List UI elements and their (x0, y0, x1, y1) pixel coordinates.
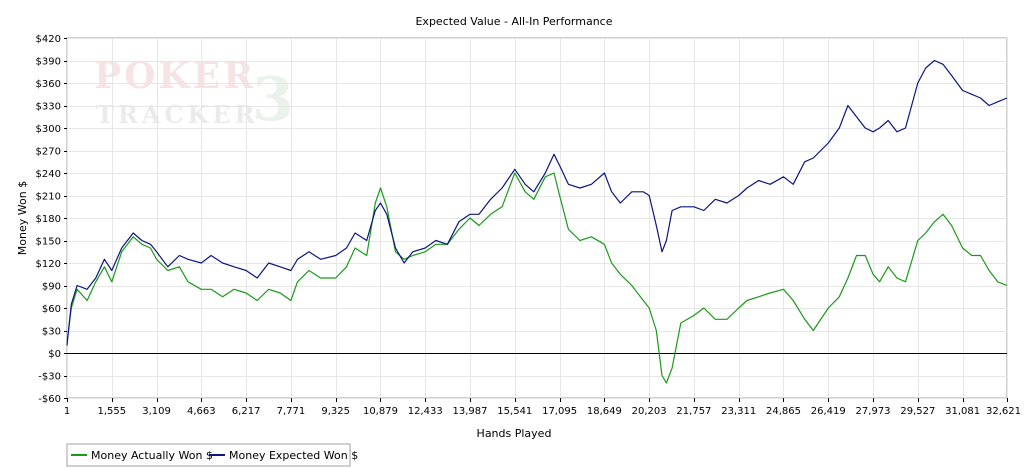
y-tick-label: $360 (36, 79, 61, 90)
x-tick-label: 1 (64, 406, 70, 417)
x-tick-label: 23,311 (721, 406, 756, 417)
x-tick-label: 12,433 (408, 406, 443, 417)
x-tick-label: 24,865 (766, 406, 801, 417)
y-tick-label: $30 (42, 327, 61, 338)
y-tick-label: $0 (48, 349, 61, 360)
x-tick-label: 1,555 (97, 406, 126, 417)
chart-title: Expected Value - All-In Performance (415, 15, 612, 28)
y-tick-label: $390 (36, 57, 61, 68)
x-tick-label: 20,203 (632, 406, 667, 417)
watermark-logo: POKER 3 TRACKER (94, 55, 294, 135)
y-tick-label: -$30 (38, 372, 61, 383)
x-tick-label: 27,973 (856, 406, 891, 417)
legend: Money Actually Won $ Money Expected Won … (66, 443, 358, 467)
x-tick-label: 6,217 (232, 406, 261, 417)
y-tick-label: $300 (36, 124, 61, 135)
y-tick-label: $330 (36, 102, 61, 113)
x-tick-label: 17,095 (542, 406, 577, 417)
y-tick-label: $210 (36, 192, 61, 203)
x-tick-label: 32,621 (986, 406, 1021, 417)
x-tick-label: 13,987 (453, 406, 488, 417)
y-tick-label: $420 (36, 34, 61, 45)
series-line-actual-won (66, 172, 1008, 384)
x-tick-label: 31,081 (945, 406, 980, 417)
y-axis-label: Money Won $ (16, 181, 29, 255)
legend-label-actual: Money Actually Won $ (91, 449, 213, 462)
x-axis-label: Hands Played (477, 427, 552, 440)
watermark-tracker-text: TRACKER (96, 100, 259, 129)
y-tick-label: $270 (36, 147, 61, 158)
y-tick-label: $240 (36, 169, 61, 180)
series-lines (66, 59, 1008, 384)
x-tick-label: 26,419 (811, 406, 846, 417)
x-tick-label: 3,109 (142, 406, 171, 417)
y-tick-label: $150 (36, 237, 61, 248)
x-axis-ticks: 1 1,555 3,109 4,663 6,217 7,771 9,325 10,879 12,… (64, 398, 1021, 417)
x-tick-label: 18,649 (587, 406, 622, 417)
y-tick-label: $90 (42, 282, 61, 293)
legend-box (66, 443, 351, 467)
legend-label-expected: Money Expected Won $ (229, 449, 358, 462)
x-tick-label: 29,527 (900, 406, 935, 417)
y-tick-label: $60 (42, 304, 61, 315)
y-axis-ticks: -$60 -$30 $0 $30 $60 $90 $120 $150 $180 $210 $240 $… (36, 34, 67, 405)
y-tick-label: $180 (36, 214, 61, 225)
x-tick-label: 9,325 (321, 406, 350, 417)
y-tick-label: -$60 (38, 394, 61, 405)
x-tick-label: 15,541 (497, 406, 532, 417)
y-tick-label: $120 (36, 259, 61, 270)
x-tick-label: 4,663 (187, 406, 216, 417)
series-line-expected-won (66, 59, 1008, 346)
watermark-three-text: 3 (252, 65, 294, 135)
x-tick-label: 21,757 (676, 406, 711, 417)
x-tick-label: 10,879 (363, 406, 398, 417)
x-tick-label: 7,771 (277, 406, 306, 417)
